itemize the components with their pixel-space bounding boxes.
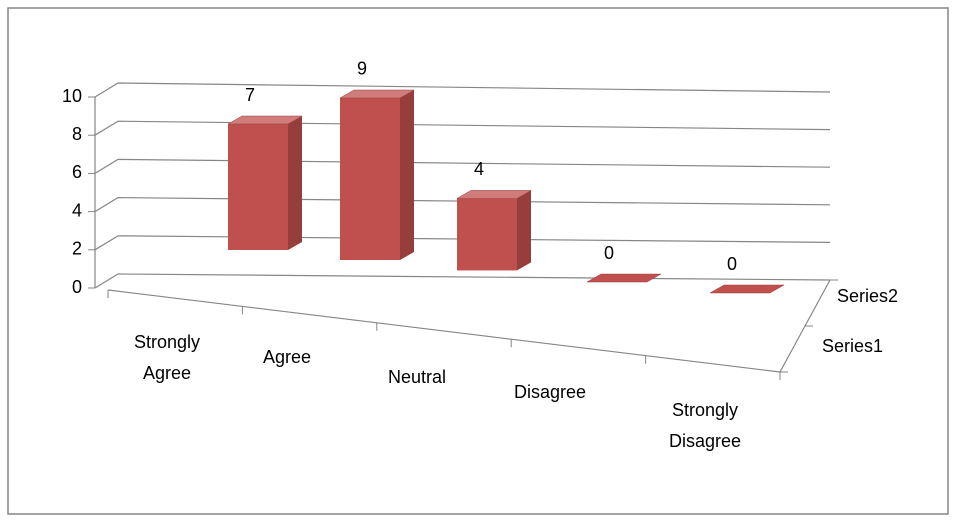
depth-label: Series1 (822, 336, 883, 356)
grid-line (94, 120, 831, 136)
bar (709, 284, 785, 294)
grid-line (94, 235, 831, 251)
x-tick-label: Strongly Agree (133, 332, 201, 383)
grid-line (94, 196, 831, 213)
bar-top (227, 115, 303, 125)
x-tick-label: Neutral (387, 367, 447, 387)
y-tick-label: 2 (72, 239, 82, 259)
x-tick-label: Disagree (513, 382, 587, 402)
bar-front (228, 124, 288, 250)
bar-side (517, 190, 531, 271)
grid-line (94, 158, 831, 174)
bar-side (400, 89, 414, 260)
bar-top (586, 273, 662, 283)
bar (456, 190, 532, 271)
y-tick-label: 10 (62, 86, 82, 106)
data-label: 4 (474, 159, 484, 179)
y-tick-label: 6 (72, 162, 82, 182)
bar-front (340, 97, 400, 260)
bar (227, 115, 303, 250)
bar-side (288, 116, 302, 250)
depth-label: Series2 (837, 286, 898, 306)
bar-top (456, 190, 532, 199)
data-label: 9 (357, 59, 367, 79)
y-tick-label: 8 (72, 124, 82, 144)
bar-front (457, 198, 517, 271)
bar (586, 273, 662, 283)
data-label: 0 (604, 243, 614, 263)
grid-line (94, 82, 831, 98)
bar-top (709, 284, 785, 294)
x-axis (107, 289, 781, 373)
bar-top (339, 89, 415, 99)
y-tick-label: 0 (72, 277, 82, 297)
data-label: 0 (727, 254, 737, 274)
bar (339, 89, 415, 260)
x-tick-label: Agree (262, 347, 312, 367)
grid-line (94, 273, 831, 289)
y-tick-label: 4 (72, 200, 82, 220)
x-tick-label: Strongly Disagree (668, 400, 742, 451)
data-label: 7 (245, 85, 255, 105)
